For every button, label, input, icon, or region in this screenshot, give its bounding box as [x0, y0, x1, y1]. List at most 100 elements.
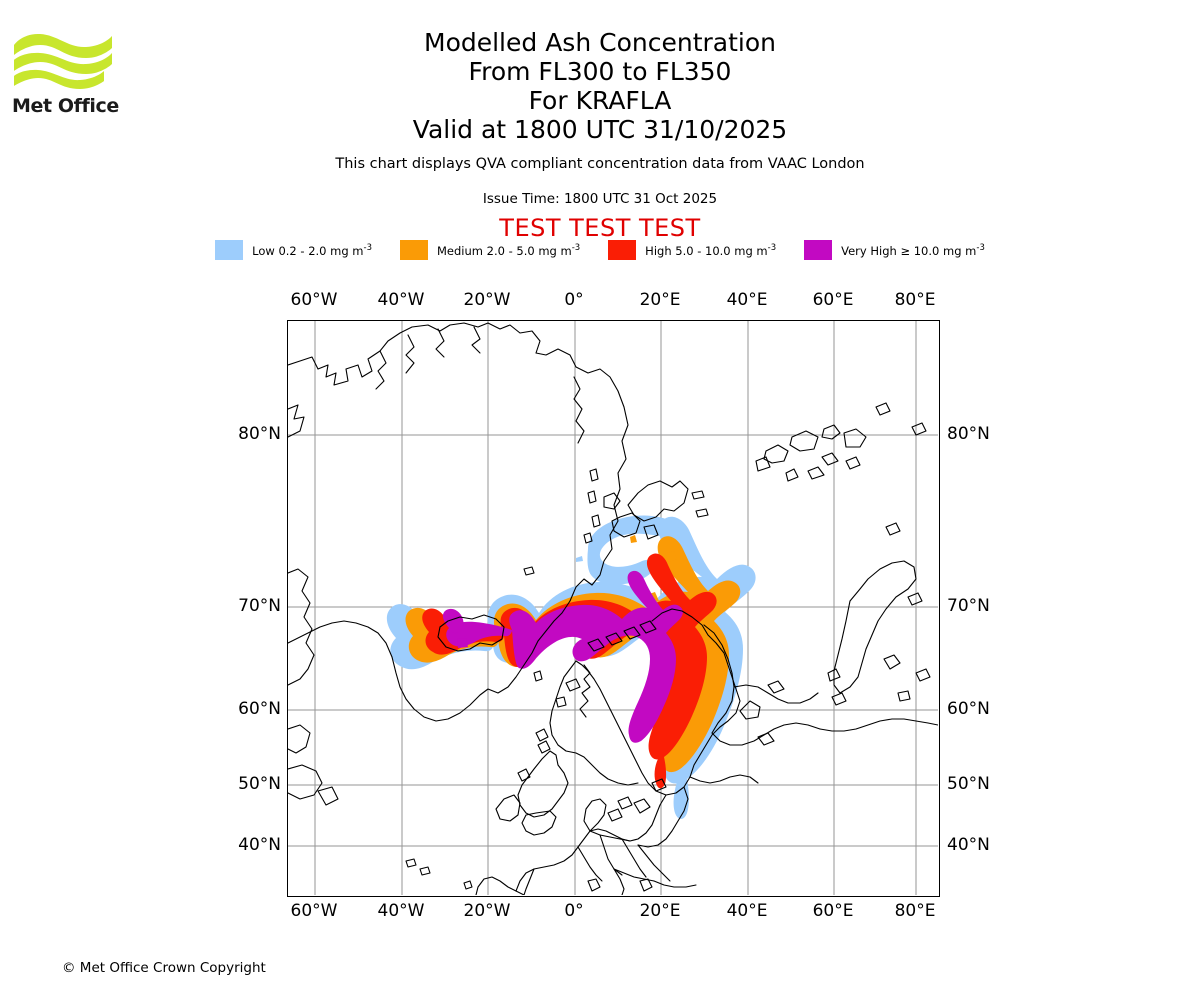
lon-label-top-7: 80°E: [894, 290, 936, 310]
qva-note: This chart displays QVA compliant concen…: [335, 156, 865, 172]
germany-border: [599, 834, 623, 876]
greenland-island: [583, 532, 593, 544]
denmark-jutland: [583, 798, 607, 832]
legend-item-medium[interactable]: Medium 2.0 - 5.0 mg m-3: [399, 240, 580, 260]
shetland: [535, 728, 549, 742]
chart-title-block: Modelled Ash Concentration From FL300 to…: [0, 28, 1200, 144]
lon-label-bottom-1: 40°W: [377, 901, 425, 921]
issue-time: Issue Time: 1800 UTC 31 Oct 2025: [482, 191, 718, 207]
svalbard-spitsbergen: [627, 480, 689, 522]
kolguyev-island: [767, 680, 785, 694]
lon-label-bottom-0: 60°W: [290, 901, 338, 921]
franz-josef-land-4: [843, 428, 867, 448]
nz-south-island: [831, 692, 847, 706]
great-britain: [517, 750, 569, 818]
lon-label-top-6: 60°E: [812, 290, 854, 310]
kvitoya: [691, 490, 705, 500]
island-ne-america: [317, 786, 339, 806]
vesteralen: [565, 678, 581, 692]
lofoten-islands: [555, 696, 567, 708]
baffin-coastline: [288, 404, 305, 438]
fjl-south-2: [807, 466, 825, 480]
victoria-island: [911, 422, 927, 436]
baltic-east-coast: [637, 786, 689, 848]
lon-label-top-0: 60°W: [290, 290, 338, 310]
test-banner: TEST TEST TEST: [499, 214, 701, 242]
legend-item-low[interactable]: Low 0.2 - 2.0 mg m-3: [215, 240, 372, 260]
lat-label-left-2: 60°N: [238, 699, 281, 719]
svalbard-edgeoya: [611, 512, 641, 538]
fjl-west: [755, 456, 771, 472]
lon-label-top-1: 40°W: [377, 290, 425, 310]
corsica-sardinia: [587, 878, 601, 892]
franz-josef-land-2: [789, 430, 819, 452]
greenland-island: [591, 514, 601, 528]
iberia-coast: [515, 890, 525, 895]
lat-label-left-0: 80°N: [238, 424, 281, 444]
italy-peninsula: [613, 868, 625, 895]
franz-josef-land: [763, 444, 789, 464]
labrador-coastline: [288, 568, 315, 686]
svalbard-prins-karls: [603, 492, 621, 510]
svalbard-islet: [695, 508, 709, 518]
svalbard-south: [643, 524, 659, 540]
azores: [405, 858, 417, 868]
greenland-east-fjords: [573, 376, 585, 444]
lat-label-right-2: 60°N: [947, 699, 990, 719]
gulf-of-finland: [689, 774, 759, 784]
flight-level-line: From FL300 to FL350: [468, 57, 732, 86]
france-atlantic-coast: [515, 830, 591, 892]
coastlines: [288, 322, 938, 895]
met-office-wave-icon: [14, 33, 112, 89]
copyright-notice: © Met Office Crown Copyright: [62, 960, 266, 976]
legend-swatch-2: [608, 240, 637, 260]
ash-plume-contours: [386, 515, 756, 819]
ukraine-border: [637, 844, 671, 882]
greenland-n-detail: [405, 334, 415, 374]
met-office-logo: Met Office: [12, 28, 122, 117]
lat-label-left-1: 70°N: [238, 596, 281, 616]
siberia-coast: [819, 718, 938, 732]
france-border: [577, 846, 603, 882]
legend-swatch-3: [804, 240, 833, 260]
jan-mayen: [523, 566, 535, 576]
plume-very-high-contour: [442, 570, 683, 743]
poland-border: [621, 838, 647, 878]
legend-item-very-high[interactable]: Very High ≥ 10.0 mg m-3: [804, 240, 985, 260]
legend-label-0: Low 0.2 - 2.0 mg m-3: [252, 242, 372, 258]
legend-item-high[interactable]: High 5.0 - 10.0 mg m-3: [608, 240, 776, 260]
volcano-line: For KRAFLA: [528, 86, 672, 115]
orkney: [537, 740, 551, 754]
nz-islet: [827, 668, 841, 682]
norway-north-island-2: [623, 626, 641, 640]
black-sea-north: [653, 880, 697, 888]
nz-east-islet: [907, 592, 923, 606]
legend-label-3: Very High ≥ 10.0 mg m-3: [841, 242, 985, 258]
norway-fjord-detail: [579, 664, 591, 718]
great-britain-south: [521, 810, 557, 836]
legend-swatch-1: [399, 240, 428, 260]
lon-label-top-5: 40°E: [726, 290, 768, 310]
gotland: [633, 798, 651, 814]
franz-josef-land-7: [875, 402, 891, 416]
lat-label-right-4: 40°N: [947, 835, 990, 855]
azores-2: [419, 866, 431, 876]
lon-label-bottom-6: 60°E: [812, 901, 854, 921]
lon-label-bottom-3: 0°: [564, 901, 584, 921]
white-sea: [739, 700, 761, 720]
ash-concentration-map[interactable]: [287, 320, 940, 897]
scandinavia-baltic-coast: [575, 608, 741, 796]
lon-label-top-3: 0°: [564, 290, 584, 310]
iberia-west: [523, 868, 535, 895]
faroe-islands: [533, 670, 543, 682]
hebrides: [517, 768, 531, 782]
lon-label-bottom-2: 20°W: [463, 901, 511, 921]
oland: [617, 796, 633, 810]
lat-label-right-0: 80°N: [947, 424, 990, 444]
nova-scotia: [288, 764, 323, 800]
atlantic-islet: [463, 880, 473, 890]
greenland-n-detail-3: [471, 326, 481, 354]
kara-islet-3: [897, 690, 911, 702]
greenland-nw-detail: [375, 350, 387, 390]
lon-label-top-2: 20°W: [463, 290, 511, 310]
